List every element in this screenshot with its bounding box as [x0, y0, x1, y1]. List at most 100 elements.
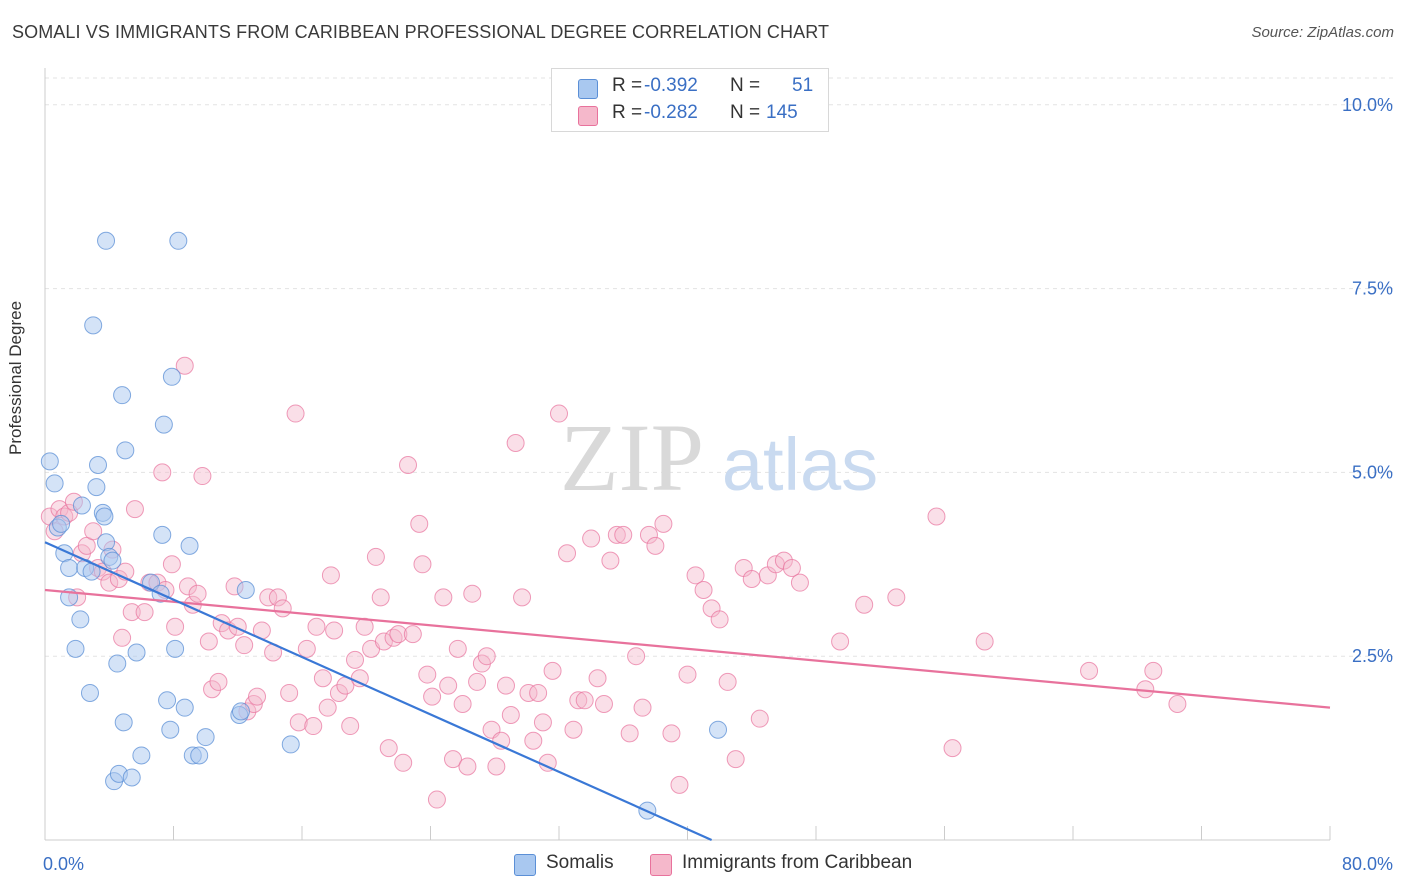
caribbean-point — [113, 628, 132, 647]
caribbean-point — [389, 625, 408, 644]
caribbean-point — [468, 672, 487, 691]
caribbean-point — [620, 724, 639, 743]
somali-point — [196, 728, 215, 747]
caribbean-point — [384, 628, 403, 647]
legend-n-label: N = — [730, 75, 761, 96]
caribbean-label: Immigrants from Caribbean — [682, 852, 913, 873]
caribbean-point — [524, 731, 543, 750]
caribbean-point — [686, 566, 705, 585]
caribbean-point — [418, 665, 437, 684]
y-tick-label: 5.0% — [1352, 462, 1393, 482]
somalis-swatch — [514, 854, 536, 876]
series-legend: Somalis Immigrants from Caribbean — [0, 852, 1406, 878]
caribbean-point — [943, 739, 962, 758]
somali-point — [80, 683, 99, 702]
somali-point — [162, 367, 181, 386]
somali-point — [114, 713, 133, 732]
caribbean-point — [162, 555, 181, 574]
legend-r-value: -0.392 — [644, 75, 698, 96]
caribbean-point — [371, 588, 390, 607]
caribbean-point — [199, 632, 218, 651]
somali-point — [236, 581, 255, 600]
caribbean-point — [463, 584, 482, 603]
somali-point — [231, 702, 250, 721]
chart-title: SOMALI VS IMMIGRANTS FROM CARIBBEAN PROF… — [12, 22, 830, 42]
caribbean-point — [790, 573, 809, 592]
y-tick-label: 7.5% — [1352, 279, 1393, 299]
caribbean-point — [125, 500, 144, 519]
caribbean-point — [975, 632, 994, 651]
caribbean-point — [569, 691, 588, 710]
caribbean-point — [662, 724, 681, 743]
caribbean-point — [374, 632, 393, 651]
caribbean-point — [366, 547, 385, 566]
caribbean-points — [40, 356, 1187, 809]
caribbean-point — [887, 588, 906, 607]
caribbean-point — [601, 551, 620, 570]
caribbean-point — [394, 753, 413, 772]
caribbean-point — [533, 713, 552, 732]
caribbean-point — [318, 698, 337, 717]
caribbean-point — [166, 617, 185, 636]
caribbean-point — [268, 588, 287, 607]
caribbean-point — [209, 672, 228, 691]
caribbean-point — [927, 507, 946, 526]
watermark-atlas: atlas — [722, 423, 878, 506]
somali-point — [161, 720, 180, 739]
caribbean-point — [639, 525, 658, 544]
caribbean-point — [575, 691, 594, 710]
x-tick-label: 0.0% — [43, 854, 84, 874]
caribbean-point — [633, 698, 652, 717]
source-label: Source: ZipAtlas.com — [1251, 24, 1394, 41]
caribbean-point — [100, 573, 119, 592]
caribbean-point — [313, 669, 332, 688]
somali-point — [175, 698, 194, 717]
legend-swatch-blue — [578, 79, 598, 99]
caribbean-point — [286, 404, 305, 423]
caribbean-point — [453, 694, 472, 713]
caribbean-point — [235, 636, 254, 655]
caribbean-point — [710, 610, 729, 629]
somali-trend-line — [44, 541, 713, 842]
caribbean-point — [627, 647, 646, 666]
caribbean-point — [742, 569, 761, 588]
caribbean-point — [607, 525, 626, 544]
caribbean-point — [434, 588, 453, 607]
caribbean-point — [84, 522, 103, 541]
somali-point — [97, 533, 116, 552]
caribbean-point — [325, 621, 344, 640]
caribbean-point — [188, 584, 207, 603]
somali-points — [40, 231, 728, 820]
somali-point — [72, 496, 91, 515]
somali-point — [84, 316, 103, 335]
caribbean-point — [399, 456, 418, 475]
legend-swatch-pink — [578, 106, 598, 126]
x-tick-labels: 0.0% 80.0% — [43, 854, 1393, 874]
somali-point — [108, 654, 127, 673]
caribbean-point — [477, 647, 496, 666]
somali-point — [153, 525, 172, 544]
caribbean-point — [153, 463, 172, 482]
caribbean-swatch — [650, 854, 672, 876]
caribbean-point — [782, 558, 801, 577]
caribbean-point — [280, 683, 299, 702]
somali-point — [154, 415, 173, 434]
caribbean-point — [329, 683, 348, 702]
somali-point — [281, 735, 300, 754]
caribbean-point — [694, 581, 713, 600]
legend-row-caribbean: R = -0.282 N = 145 — [552, 102, 828, 130]
correlation-legend: R = -0.392 N = 51 R = -0.282 N = 145 — [551, 68, 829, 132]
legend-r-value: -0.282 — [644, 102, 698, 123]
caribbean-point — [403, 625, 422, 644]
caribbean-trend-line — [44, 588, 1331, 709]
caribbean-point — [543, 661, 562, 680]
caribbean-point — [410, 514, 429, 533]
somali-point — [95, 507, 114, 526]
somali-point — [113, 386, 132, 405]
caribbean-point — [1168, 694, 1187, 713]
caribbean-point — [726, 750, 745, 769]
caribbean-point — [487, 757, 506, 776]
caribbean-point — [259, 588, 278, 607]
caribbean-point — [558, 544, 577, 563]
caribbean-point — [501, 706, 520, 725]
